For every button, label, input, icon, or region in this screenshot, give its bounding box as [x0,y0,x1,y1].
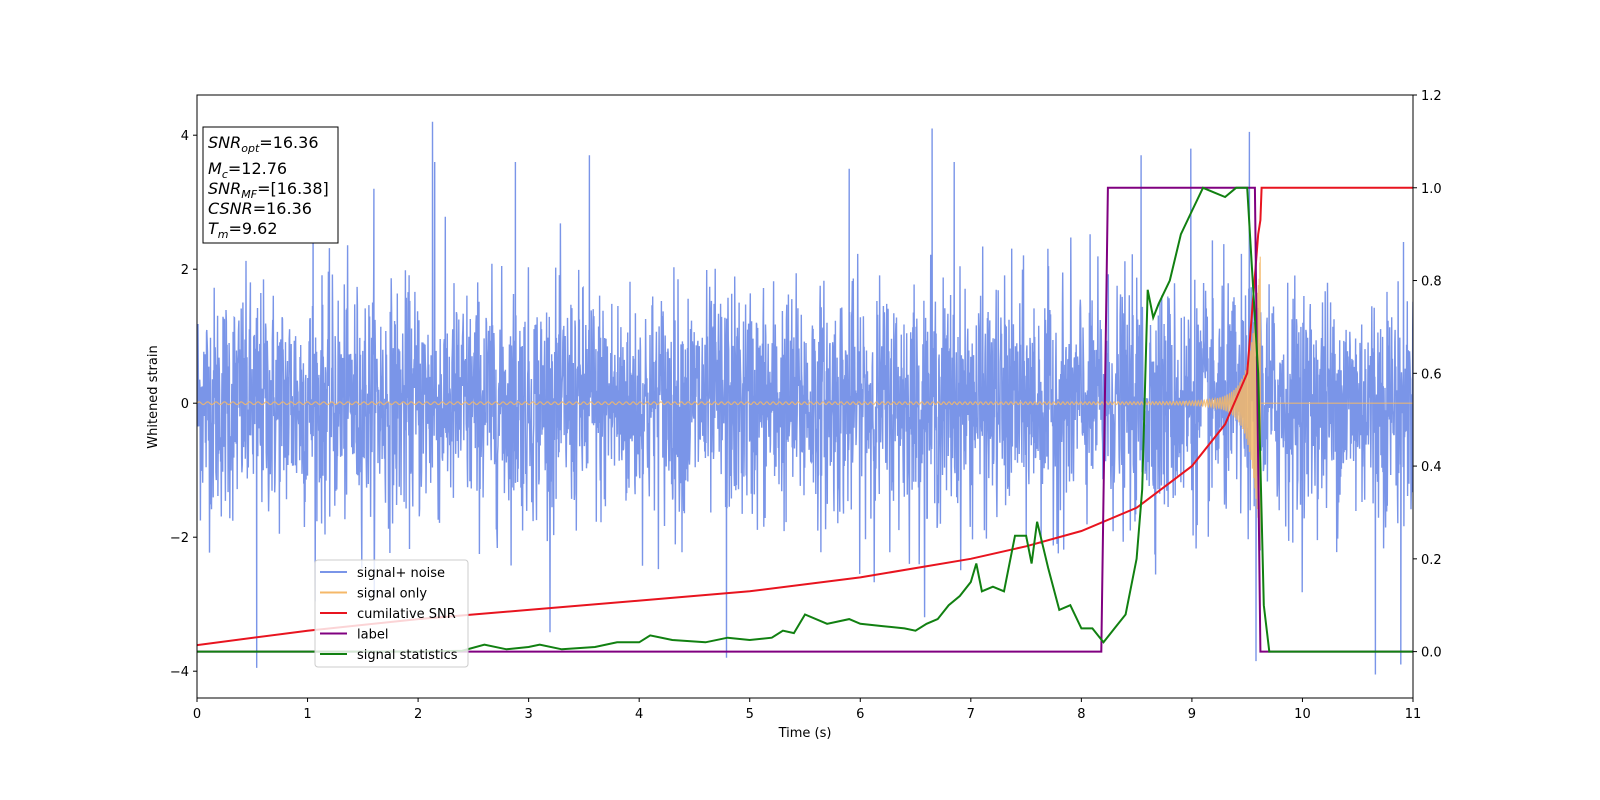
y-axis-label: Whitened strain [146,345,161,448]
x-tick-label: 10 [1294,707,1311,722]
x-tick-label: 3 [524,707,532,722]
x-tick-label: 11 [1405,707,1422,722]
legend-items: signal+ noise signal only cumilative SNR la… [320,566,458,663]
info-box: SNRopt=16.36 Mc=12.76 SNRMF=[16.38] CSNR… [202,126,339,244]
info-tm: Tm=9.62 [208,219,278,241]
info-snr-opt-subscript: opt [241,142,260,155]
info-tm-value: =9.62 [229,219,278,238]
info-csnr: CSNR=16.36 [208,199,312,218]
info-mc: Mc=12.76 [208,159,287,181]
y-right-tick-label: 0.0 [1421,646,1442,661]
series-signal-statistics [197,186,1413,653]
y-axis-right: 0.0 0.2 0.4 0.6 0.8 1.0 1.2 [1413,89,1442,661]
info-tm-subscript: m [218,228,229,241]
x-tick-label: 7 [967,707,975,722]
legend-label: signal+ noise [357,566,445,581]
legend-label: signal statistics [357,648,458,663]
x-tick-label: 6 [856,707,864,722]
info-snr-mf-symbol: SNR [208,179,241,198]
info-mc-value: =12.76 [228,159,287,178]
y-left-tick-label: 0 [181,397,189,412]
y-right-tick-label: 0.4 [1421,460,1442,475]
legend-frame [314,559,469,668]
info-snr-opt-symbol: SNR [208,133,241,152]
x-tick-label: 2 [414,707,422,722]
info-csnr-value: =16.36 [253,199,312,218]
info-snr-opt: SNRopt=16.36 [208,133,319,155]
legend: signal+ noise signal only cumilative SNR la… [314,559,469,668]
series-signal-only [197,256,1413,550]
info-tm-symbol: T [208,219,219,238]
info-mc-subscript: c [222,168,228,181]
y-left-tick-label: −4 [170,665,189,680]
legend-label: label [357,628,388,643]
info-snr-mf-subscript: MF [241,188,257,201]
legend-label: signal only [357,587,427,602]
info-snr-opt-value: =16.36 [259,133,318,152]
x-axis-label: Time (s) [778,726,832,741]
x-axis: 0 1 2 3 4 5 6 7 8 9 10 11 [193,698,1421,722]
plot-frame [196,94,1414,699]
info-snr-mf: SNRMF=[16.38] [208,179,329,201]
y-right-tick-label: 0.6 [1421,367,1442,382]
y-left-tick-label: −2 [170,531,189,546]
legend-label: cumilative SNR [357,607,456,622]
y-axis-left: −4 −2 0 2 4 [170,129,197,680]
x-tick-label: 1 [303,707,311,722]
info-snr-mf-value: =[16.38] [257,179,329,198]
y-right-tick-label: 0.8 [1421,275,1442,290]
y-right-tick-label: 1.0 [1421,182,1442,197]
x-tick-label: 5 [746,707,754,722]
info-csnr-symbol: CSNR [208,199,253,218]
y-right-tick-label: 0.2 [1421,553,1442,568]
y-left-tick-label: 4 [181,129,189,144]
x-tick-label: 8 [1077,707,1085,722]
series-cumilative-snr [197,186,1413,647]
series-signal-noise [197,121,1413,675]
series-layer [197,121,1413,675]
y-right-tick-label: 1.2 [1421,89,1442,104]
x-tick-label: 0 [193,707,201,722]
y-left-tick-label: 2 [181,263,189,278]
x-tick-label: 9 [1188,707,1196,722]
info-mc-symbol: M [208,159,222,178]
x-tick-label: 4 [635,707,643,722]
info-box-frame [202,126,339,244]
